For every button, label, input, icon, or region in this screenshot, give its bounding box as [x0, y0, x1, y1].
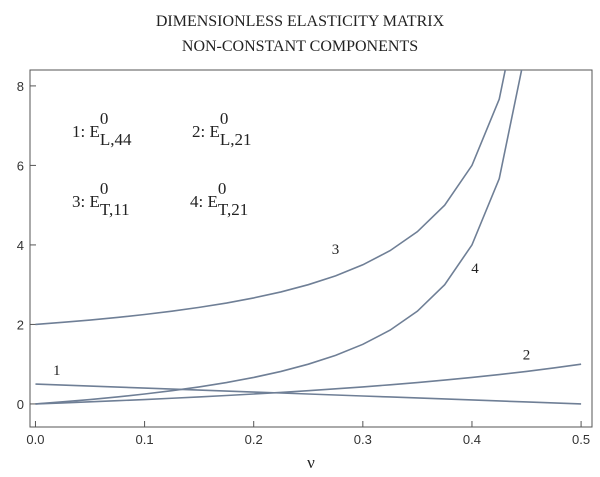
legend-sub: T,11 [100, 200, 130, 219]
legend-sup: 0 [220, 109, 229, 128]
legend-sub: L,44 [100, 130, 132, 149]
x-tick-label: 0.4 [463, 432, 481, 447]
series-line [35, 363, 582, 405]
y-tick-label: 0 [17, 397, 24, 412]
x-tick-label: 0.5 [572, 432, 590, 447]
legend-main: 4: E [190, 192, 218, 211]
plot-frame [29, 69, 593, 428]
plot-area [35, 70, 582, 405]
series-line [35, 70, 523, 405]
legend-main: 2: E [192, 122, 220, 141]
curve-label: 1 [53, 363, 61, 379]
curve-label: 3 [332, 242, 340, 258]
legend-sup: 0 [218, 179, 227, 198]
curve-label: 4 [471, 261, 479, 277]
curve-label: 2 [523, 347, 531, 363]
x-tick-label: 0.0 [26, 432, 44, 447]
y-tick-label: 4 [17, 238, 24, 253]
x-tick-label: 0.3 [354, 432, 372, 447]
legend-entry: 1: E0 L,44 [72, 109, 132, 149]
legend-entry: 3: E0 T,11 [72, 179, 130, 219]
legend-sub: L,21 [220, 130, 252, 149]
legend-sup: 0 [100, 109, 109, 128]
y-tick-label: 8 [17, 79, 24, 94]
x-tick-label: 0.1 [136, 432, 154, 447]
x-tick-label: 0.2 [245, 432, 263, 447]
y-tick-label: 2 [17, 317, 24, 332]
legend-entry: 2: E0 L,21 [192, 109, 252, 149]
legend-sup: 0 [100, 179, 109, 198]
legend-main: 1: E [72, 122, 100, 141]
legend-sub: T,21 [218, 200, 248, 219]
chart-title: DIMENSIONLESS ELASTICITY MATRIX [156, 13, 445, 30]
legend-entry: 4: E0 T,21 [190, 179, 248, 219]
legend-main: 3: E [72, 192, 100, 211]
series-line [35, 70, 507, 326]
chart-title: NON-CONSTANT COMPONENTS [182, 38, 418, 55]
x-axis-label: ν [307, 453, 315, 472]
series-line [35, 383, 582, 405]
y-tick-label: 6 [17, 158, 24, 173]
